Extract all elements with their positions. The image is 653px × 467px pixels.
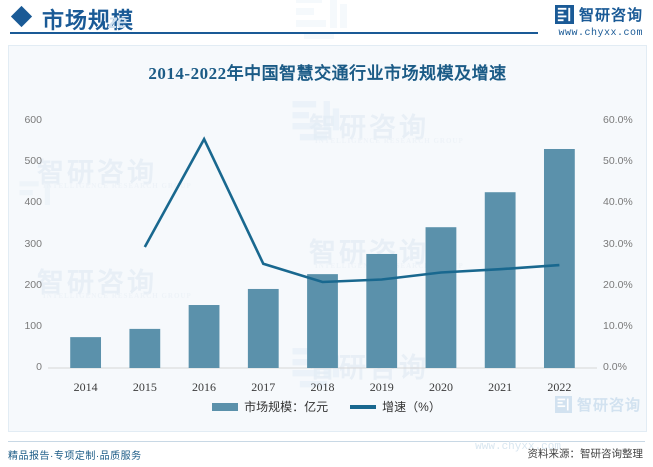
diamond-icon bbox=[10, 5, 33, 28]
plot-logo-watermark bbox=[292, 101, 340, 141]
brand-logo-icon bbox=[554, 396, 572, 413]
footer-tagline: 精品报告·专项定制·品质服务 bbox=[8, 451, 142, 462]
right-axis-tick-label: 50.0% bbox=[603, 155, 633, 168]
left-axis-tick-label: 200 bbox=[24, 278, 42, 291]
right-axis-tick-label: 20.0% bbox=[603, 278, 633, 291]
footer-source: 资料来源：智研咨询整理 bbox=[527, 448, 644, 460]
header-watermark-text: ze bbox=[108, 12, 127, 33]
x-axis-tick-label: 2021 bbox=[488, 380, 513, 394]
bar-2019 bbox=[366, 253, 398, 368]
x-axis-tick-label: 2020 bbox=[428, 380, 453, 394]
right-axis-tick-label: 40.0% bbox=[603, 196, 633, 209]
x-axis-tick-label: 2018 bbox=[310, 380, 335, 394]
chart-title: 2014-2022年中国智慧交通行业市场规模及增速 bbox=[148, 64, 507, 83]
growth-rate-line bbox=[143, 136, 560, 284]
x-axis-tick-label: 2014 bbox=[73, 380, 98, 394]
footer-watermark: www.chyxx.com bbox=[475, 441, 561, 453]
brand-name: 智研咨询 bbox=[578, 8, 643, 24]
bar-2022 bbox=[543, 148, 575, 368]
header-logo-watermark bbox=[296, 0, 347, 39]
x-axis-tick-label: 2019 bbox=[369, 380, 394, 394]
legend-line-swatch-icon bbox=[350, 404, 377, 409]
left-axis-tick-label: 100 bbox=[24, 319, 42, 332]
bar-2016 bbox=[188, 305, 220, 368]
brand-block: 智研咨询 www.chyxx.com bbox=[554, 4, 643, 39]
bar-2018 bbox=[307, 274, 338, 368]
legend-item-line[interactable]: 增速（%） bbox=[350, 398, 441, 415]
right-axis-tick-label: 30.0% bbox=[603, 237, 633, 250]
left-axis-tick-label: 500 bbox=[24, 155, 42, 168]
legend-item-label: 市场规模：亿元 bbox=[244, 400, 329, 414]
left-axis-tick-label: 0 bbox=[36, 361, 42, 373]
page-title: 市场规模 bbox=[42, 8, 135, 33]
bar-2015 bbox=[129, 328, 161, 368]
chart-plot-area: 智研咨询 INTELLIGENCE RESEARCH GROUP 智研咨询 IN… bbox=[9, 46, 646, 431]
brand-logo-icon bbox=[554, 5, 574, 24]
bar-2014 bbox=[70, 337, 102, 368]
plot-logo-watermark bbox=[19, 181, 50, 205]
chart-legend: 市场规模：亿元 增速（%） 智研咨询 bbox=[0, 396, 653, 415]
left-axis-tick-label: 300 bbox=[24, 237, 42, 250]
chart-svg bbox=[48, 136, 597, 369]
legend-item-label: 增速（%） bbox=[382, 400, 441, 414]
legend-bar-swatch-icon bbox=[212, 402, 239, 411]
left-axis-tick-label: 600 bbox=[24, 114, 42, 126]
x-axis-tick-label: 2022 bbox=[547, 380, 572, 394]
brand-url: www.chyxx.com bbox=[558, 28, 643, 39]
legend-item-bar[interactable]: 市场规模：亿元 bbox=[212, 398, 328, 415]
chart-panel: 2014-2022年中国智慧交通行业市场规模及增速 智研咨询 INTELLIGE… bbox=[8, 45, 647, 432]
x-axis-tick-label: 2017 bbox=[251, 380, 276, 394]
x-axis-tick-label: 2015 bbox=[132, 380, 157, 394]
legend-brand-name: 智研咨询 bbox=[576, 398, 641, 414]
right-axis-tick-label: 60.0% bbox=[603, 114, 633, 126]
left-axis-tick-label: 400 bbox=[24, 196, 42, 209]
x-axis-tick-label: 2016 bbox=[192, 380, 217, 394]
footer-divider bbox=[8, 441, 645, 442]
bar-2021 bbox=[484, 192, 516, 368]
right-axis-tick-label: 0.0% bbox=[603, 361, 627, 373]
header-divider bbox=[10, 32, 538, 34]
bar-2017 bbox=[247, 288, 279, 368]
legend-brand-watermark: 智研咨询 bbox=[554, 394, 641, 415]
page-header: 市场规模 ze 智研咨询 ww bbox=[0, 0, 653, 40]
right-axis-tick-label: 10.0% bbox=[603, 319, 633, 332]
bar-2020 bbox=[425, 227, 457, 368]
